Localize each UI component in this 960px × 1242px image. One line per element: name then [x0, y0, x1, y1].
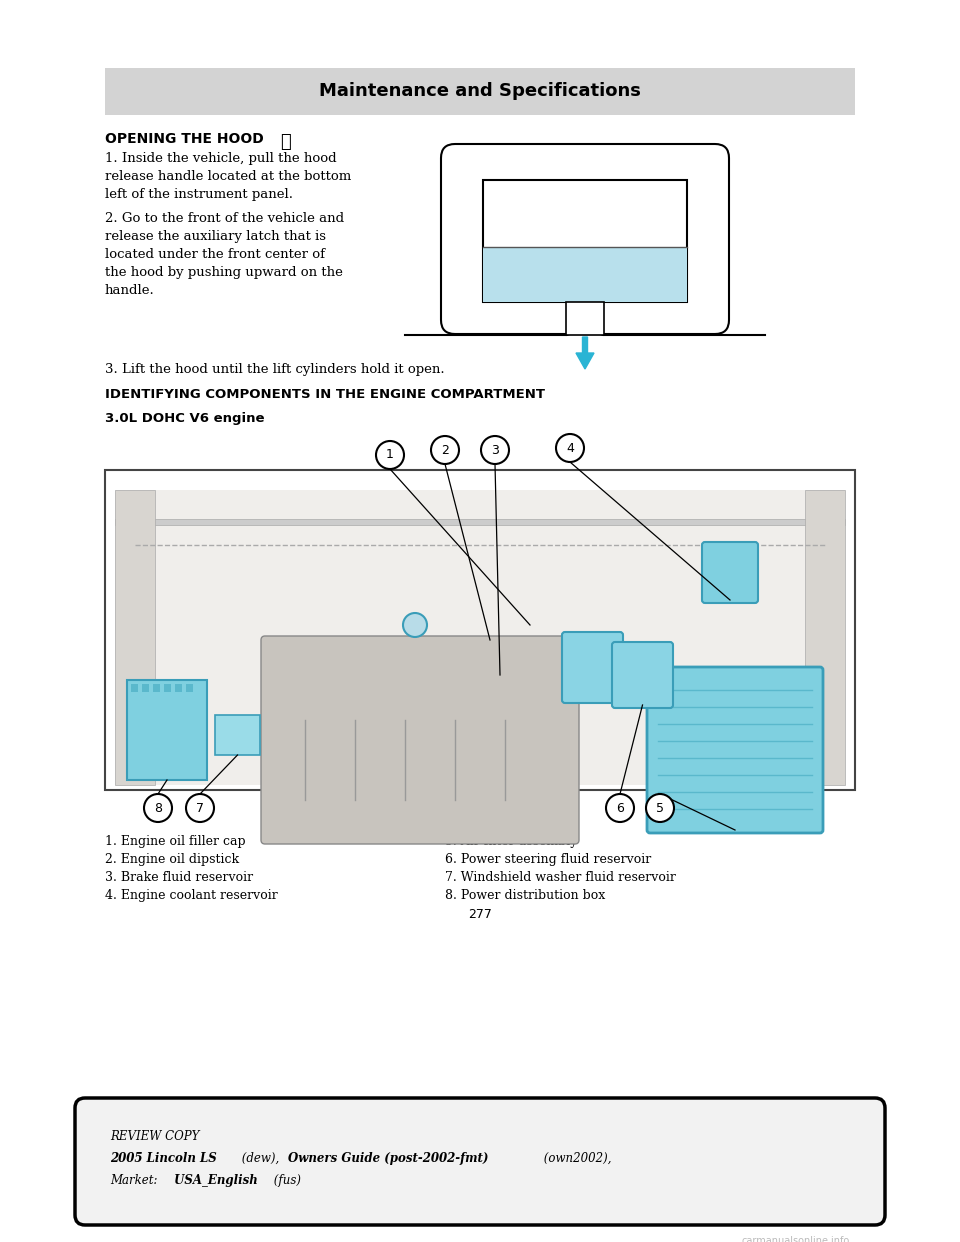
Bar	[186, 684, 193, 692]
Bar	[566, 302, 604, 335]
Bar	[115, 519, 845, 525]
Bar	[164, 684, 171, 692]
Text: 4: 4	[566, 441, 574, 455]
FancyBboxPatch shape	[441, 144, 729, 334]
Text: carmanualsonline.info: carmanualsonline.info	[742, 1236, 850, 1242]
Bar	[175, 684, 182, 692]
Text: (fus): (fus)	[270, 1174, 301, 1187]
Text: 3. Lift the hood until the lift cylinders hold it open.: 3. Lift the hood until the lift cylinder…	[105, 363, 444, 376]
FancyBboxPatch shape	[612, 642, 673, 708]
Text: 3. Brake fluid reservoir: 3. Brake fluid reservoir	[105, 871, 253, 884]
Circle shape	[376, 441, 404, 469]
Bar	[142, 684, 149, 692]
FancyBboxPatch shape	[75, 1098, 885, 1225]
Text: 4. Engine coolant reservoir: 4. Engine coolant reservoir	[105, 889, 277, 902]
Circle shape	[186, 794, 214, 822]
Text: 8. Power distribution box: 8. Power distribution box	[445, 889, 605, 902]
Circle shape	[481, 436, 509, 465]
Bar	[215, 715, 260, 755]
Text: Maintenance and Specifications: Maintenance and Specifications	[319, 82, 641, 101]
Text: 6. Power steering fluid reservoir: 6. Power steering fluid reservoir	[445, 853, 651, 866]
Text: Market:: Market:	[110, 1174, 161, 1187]
Text: 8: 8	[154, 801, 162, 815]
Text: 5. Air filter assembly: 5. Air filter assembly	[445, 835, 577, 848]
Bar	[483, 180, 687, 302]
Text: 5: 5	[656, 801, 664, 815]
Circle shape	[646, 794, 674, 822]
Text: 277: 277	[468, 908, 492, 922]
Text: (dew),: (dew),	[238, 1153, 283, 1165]
FancyBboxPatch shape	[647, 667, 823, 833]
FancyBboxPatch shape	[261, 636, 579, 845]
Text: 3: 3	[492, 443, 499, 457]
Bar	[105, 68, 855, 116]
Bar	[153, 684, 160, 692]
FancyArrow shape	[576, 337, 594, 369]
Text: 2. Engine oil dipstick: 2. Engine oil dipstick	[105, 853, 239, 866]
Text: 7. Windshield washer fluid reservoir: 7. Windshield washer fluid reservoir	[445, 871, 676, 884]
Text: (own2002),: (own2002),	[540, 1153, 612, 1165]
Text: 🚗: 🚗	[280, 133, 291, 152]
Bar	[131, 684, 138, 692]
Circle shape	[556, 433, 584, 462]
Text: 2. Go to the front of the vehicle and
release the auxiliary latch that is
locate: 2. Go to the front of the vehicle and re…	[105, 212, 344, 297]
Text: USA_English: USA_English	[170, 1174, 257, 1187]
Text: IDENTIFYING COMPONENTS IN THE ENGINE COMPARTMENT: IDENTIFYING COMPONENTS IN THE ENGINE COM…	[105, 388, 545, 401]
Text: OPENING THE HOOD: OPENING THE HOOD	[105, 132, 264, 147]
Circle shape	[431, 436, 459, 465]
Text: 1. Engine oil filler cap: 1. Engine oil filler cap	[105, 835, 246, 848]
Circle shape	[606, 794, 634, 822]
Bar	[105, 469, 855, 790]
Text: 2005 Lincoln LS: 2005 Lincoln LS	[110, 1153, 217, 1165]
Text: 3.0L DOHC V6 engine: 3.0L DOHC V6 engine	[105, 412, 265, 425]
Text: 1: 1	[386, 448, 394, 462]
Text: 2: 2	[441, 443, 449, 457]
Bar	[115, 491, 155, 785]
Circle shape	[144, 794, 172, 822]
Bar	[805, 491, 845, 785]
Text: REVIEW COPY: REVIEW COPY	[110, 1130, 200, 1143]
Bar	[115, 491, 845, 785]
Text: Owners Guide (post-2002-fmt): Owners Guide (post-2002-fmt)	[288, 1153, 489, 1165]
Text: 1. Inside the vehicle, pull the hood
release handle located at the bottom
left o: 1. Inside the vehicle, pull the hood rel…	[105, 152, 351, 201]
Bar	[127, 681, 207, 780]
Circle shape	[403, 614, 427, 637]
FancyBboxPatch shape	[562, 632, 623, 703]
Bar	[483, 247, 687, 302]
Text: 6: 6	[616, 801, 624, 815]
FancyBboxPatch shape	[702, 542, 758, 604]
Text: 7: 7	[196, 801, 204, 815]
